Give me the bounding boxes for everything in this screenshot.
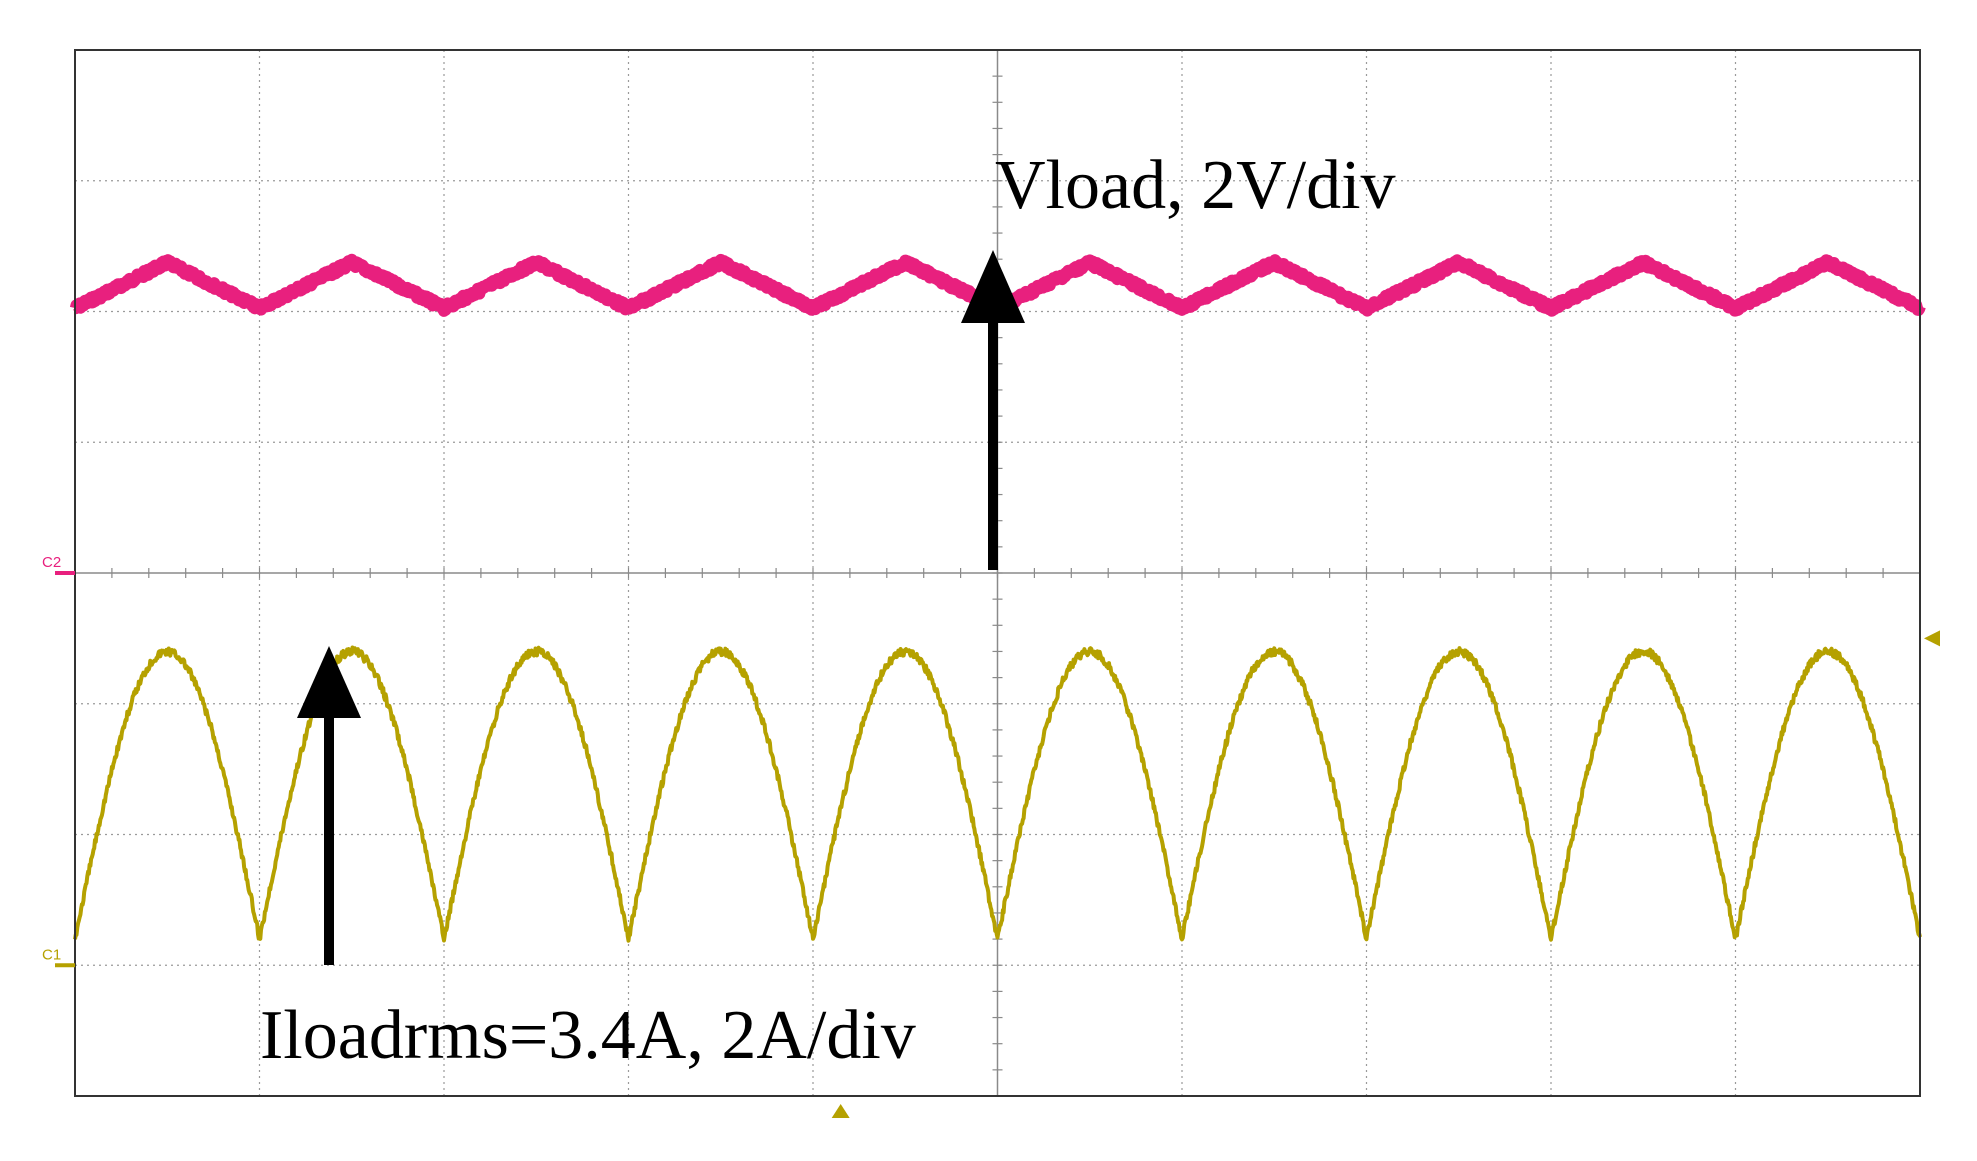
vload-annotation: Vload, 2V/div [995,147,1396,224]
channel-label-c2: C2 [42,554,61,571]
iload-arrow [297,646,361,965]
vload-arrow [961,250,1025,570]
trace-c1 [73,645,1922,943]
grid [74,49,1921,1097]
channel-label-c1: C1 [42,946,61,963]
trigger-position-icon [831,1104,850,1118]
trigger-level-icon [1924,630,1940,647]
iload-annotation: Iloadrms=3.4A, 2A/div [260,997,916,1074]
markers: C2 C1 [42,554,1940,1118]
